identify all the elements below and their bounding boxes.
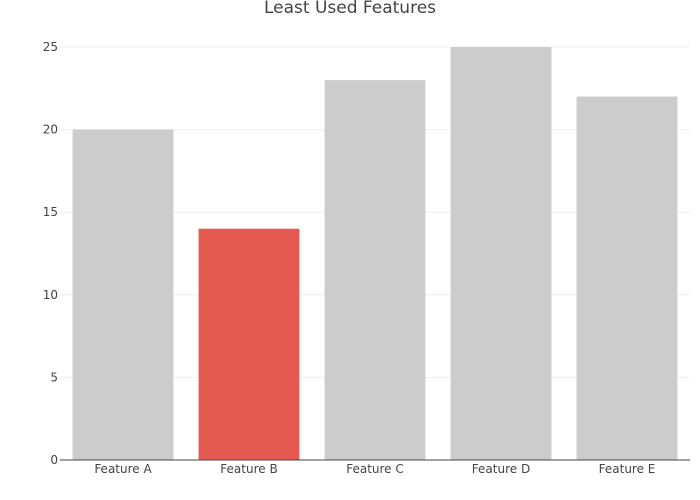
y-tick-label: 20 — [43, 123, 58, 137]
bar-feature-d[interactable] — [450, 47, 552, 460]
bar-feature-a[interactable] — [72, 129, 174, 460]
bars — [72, 47, 678, 460]
x-tick-label: Feature C — [346, 462, 404, 476]
chart-title: Least Used Features — [264, 0, 436, 18]
y-tick-label: 15 — [43, 205, 58, 219]
bar-feature-b[interactable] — [198, 228, 300, 460]
x-tick-label: Feature D — [472, 462, 530, 476]
y-tick-label: 10 — [43, 288, 58, 302]
x-tick-label: Feature B — [220, 462, 277, 476]
y-tick-label: 0 — [50, 453, 58, 467]
y-tick-label: 5 — [50, 370, 58, 384]
y-tick-labels: 0 5 10 15 20 25 — [43, 40, 58, 467]
y-tick-label: 25 — [43, 40, 58, 54]
x-tick-labels: Feature A Feature B Feature C Feature D Feat… — [94, 462, 655, 476]
x-tick-label: Feature E — [599, 462, 656, 476]
x-tick-label: Feature A — [94, 462, 152, 476]
bar-feature-e[interactable] — [576, 96, 678, 460]
bar-feature-c[interactable] — [324, 80, 426, 460]
